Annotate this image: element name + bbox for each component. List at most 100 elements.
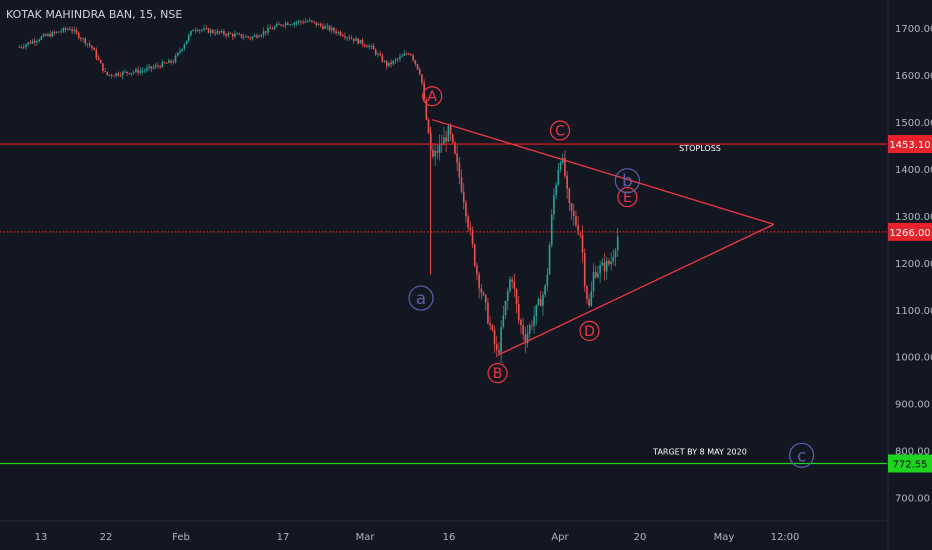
- candle-body: [605, 260, 608, 272]
- candle-body: [467, 216, 469, 228]
- wave-label-D: D: [584, 324, 595, 340]
- candle-body: [324, 26, 326, 29]
- candle-body: [176, 52, 179, 56]
- price-label-box: [888, 454, 932, 473]
- candle-body: [451, 134, 454, 143]
- candle-body: [163, 62, 166, 64]
- candle-body: [77, 32, 80, 39]
- candle-body: [412, 55, 414, 61]
- candle-body: [550, 214, 553, 245]
- candle-body: [359, 39, 362, 44]
- candle-body: [445, 137, 447, 142]
- candle-body: [553, 195, 555, 215]
- wave-label-circle: [614, 168, 640, 194]
- candle-body: [509, 279, 511, 292]
- candle-body: [62, 28, 65, 32]
- candle-body: [350, 38, 353, 40]
- candle-body: [348, 37, 351, 39]
- y-tick-label: 1200.00: [895, 259, 932, 270]
- candle-body: [185, 40, 188, 45]
- candle-body: [333, 27, 335, 32]
- wave-label-circle: [789, 442, 815, 468]
- y-tick-label: 1600.00: [895, 71, 932, 82]
- candle-body: [491, 325, 494, 330]
- candle-body: [227, 33, 230, 36]
- candle-body: [374, 49, 377, 55]
- candle-body: [148, 66, 150, 68]
- candle-body: [537, 298, 540, 305]
- candle-body: [368, 45, 370, 48]
- candle-body: [304, 21, 307, 23]
- candle-body: [465, 202, 467, 217]
- candle-body: [313, 21, 315, 23]
- x-tick-label: Apr: [551, 532, 569, 543]
- candle-body: [275, 24, 278, 27]
- candle-body: [322, 25, 324, 29]
- candle-body: [264, 31, 267, 33]
- candle-body: [190, 30, 192, 36]
- chart-title: KOTAK MAHINDRA BAN, 15, NSE: [6, 8, 183, 21]
- candle-body: [73, 29, 76, 32]
- candle-body: [407, 53, 410, 55]
- price-label-text: 772.55: [893, 459, 928, 470]
- candle-body: [361, 39, 364, 45]
- candle-body: [341, 35, 344, 37]
- candle-body: [113, 75, 115, 77]
- candle-body: [238, 33, 241, 35]
- wave-label-a: a: [416, 289, 426, 309]
- candle-body: [234, 33, 236, 37]
- candle-body: [161, 62, 164, 68]
- candle-body: [31, 40, 34, 44]
- candle-body: [260, 34, 263, 37]
- candle-body: [71, 29, 73, 32]
- candle-body: [515, 289, 518, 305]
- candle-body: [69, 29, 71, 30]
- candle-body: [218, 31, 221, 33]
- candle-body: [502, 315, 505, 327]
- candle-body: [97, 57, 100, 60]
- candle-body: [542, 294, 544, 307]
- x-tick-label: Feb: [172, 532, 190, 543]
- candle-body: [608, 260, 610, 265]
- candle-body: [564, 157, 566, 176]
- candle-body: [286, 23, 289, 25]
- candle-body: [410, 53, 412, 56]
- candle-body: [25, 44, 27, 48]
- candle-body: [91, 45, 93, 48]
- x-tick-label: 16: [443, 532, 456, 543]
- candle-body: [284, 23, 287, 26]
- candle-body: [344, 36, 346, 38]
- candle-body: [187, 35, 190, 41]
- y-tick-label: 1100.00: [895, 306, 932, 317]
- wave-label-A: A: [427, 89, 437, 105]
- wave-label-E: E: [623, 190, 632, 206]
- candle-body: [557, 169, 560, 185]
- candle-body: [592, 271, 595, 292]
- x-tick-label: May: [714, 532, 735, 543]
- candle-body: [449, 126, 452, 135]
- candle-body: [291, 24, 293, 26]
- candle-body: [300, 21, 302, 22]
- candle-body: [220, 31, 223, 33]
- wave-label-B: B: [493, 366, 503, 382]
- candle-body: [258, 36, 260, 38]
- candle-body: [205, 28, 208, 30]
- candle-body: [425, 99, 428, 120]
- line-annotation-label: TARGET BY 8 MAY 2020: [652, 447, 747, 456]
- candle-body: [280, 24, 282, 26]
- candle-body: [55, 31, 58, 33]
- price-label-box: [888, 222, 932, 241]
- candle-body: [469, 227, 472, 231]
- candle-body: [117, 73, 120, 76]
- candle-body: [500, 326, 502, 353]
- candle-body: [165, 62, 168, 64]
- candle-body: [396, 58, 399, 60]
- candle-body: [282, 25, 285, 27]
- candle-body: [392, 60, 395, 65]
- candle-body: [152, 67, 155, 69]
- candle-body: [60, 31, 62, 33]
- triangle-upper-line: [432, 119, 775, 225]
- candle-body: [40, 36, 43, 40]
- candle-body: [568, 188, 571, 204]
